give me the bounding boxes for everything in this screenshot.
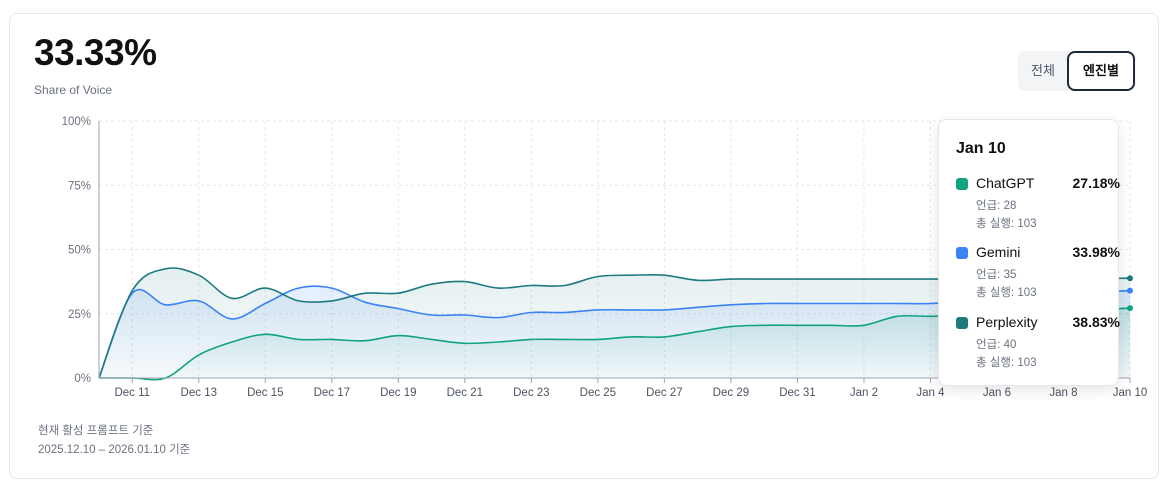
- tooltip-item-runs: 총 실행: 103: [976, 357, 1037, 369]
- point-chatgpt-last[interactable]: [1127, 305, 1133, 312]
- chatgpt-color-swatch: [956, 178, 968, 190]
- x-tick-label: Dec 29: [713, 387, 749, 399]
- y-tick-label: 50%: [68, 245, 91, 257]
- x-tick-label: Dec 25: [580, 387, 616, 399]
- view-toggle: 전체 엔진별: [1018, 51, 1136, 91]
- x-tick-label: Dec 15: [247, 387, 283, 399]
- x-tick-label: Dec 21: [447, 387, 483, 399]
- x-tick-label: Dec 11: [114, 387, 150, 399]
- tooltip-item-percent: 33.98%: [1072, 244, 1120, 260]
- share-of-voice-label: Share of Voice: [34, 83, 113, 97]
- x-tick-label: Jan 2: [850, 387, 878, 399]
- x-tick-label: Dec 31: [779, 387, 815, 399]
- y-tick-label: 75%: [68, 180, 91, 192]
- x-tick-label: Dec 17: [314, 387, 350, 399]
- tooltip-item-name: Perplexity: [976, 314, 1038, 330]
- gemini-color-swatch: [956, 247, 968, 259]
- x-tick-label: Dec 19: [380, 387, 416, 399]
- x-tick-label: Jan 8: [1049, 387, 1077, 399]
- tooltip-item-name: Gemini: [976, 244, 1021, 260]
- tooltip-item-mentions: 언급: 40: [976, 339, 1017, 351]
- point-perplexity-last[interactable]: [1127, 275, 1133, 282]
- tooltip-item-percent: 27.18%: [1072, 175, 1120, 191]
- x-tick-label: Jan 4: [916, 387, 945, 399]
- tooltip-item-runs: 총 실행: 103: [976, 287, 1037, 299]
- y-tick-label: 0%: [74, 373, 91, 385]
- toggle-by-engine-button[interactable]: 엔진별: [1067, 51, 1135, 91]
- x-tick-label: Jan 10: [1113, 387, 1148, 399]
- x-tick-label: Dec 13: [181, 387, 217, 399]
- x-tick-label: Dec 23: [513, 387, 549, 399]
- tooltip-item-mentions: 언급: 35: [976, 269, 1017, 281]
- toggle-all-button[interactable]: 전체: [1031, 63, 1055, 78]
- y-tick-label: 25%: [68, 309, 91, 321]
- tooltip-item-name: ChatGPT: [976, 175, 1035, 191]
- point-gemini-last[interactable]: [1127, 287, 1133, 294]
- x-tick-label: Dec 27: [646, 387, 682, 399]
- tooltip-item-runs: 총 실행: 103: [976, 218, 1037, 230]
- chart-tooltip: Jan 10 ChatGPT 27.18% 언급: 28 총 실행: 103 G…: [938, 119, 1120, 386]
- tooltip-item-percent: 38.83%: [1072, 314, 1120, 330]
- date-range: 2025.12.10 – 2026.01.10 기준: [38, 444, 191, 456]
- y-tick-label: 100%: [62, 116, 91, 128]
- x-tick-label: Jan 6: [983, 387, 1011, 399]
- share-of-voice-value: 33.33%: [34, 32, 157, 73]
- tooltip-item-mentions: 언급: 28: [976, 200, 1017, 212]
- tooltip-date: Jan 10: [956, 140, 1006, 157]
- footer-note: 현재 활성 프롬프트 기준: [38, 425, 154, 437]
- perplexity-color-swatch: [956, 317, 968, 329]
